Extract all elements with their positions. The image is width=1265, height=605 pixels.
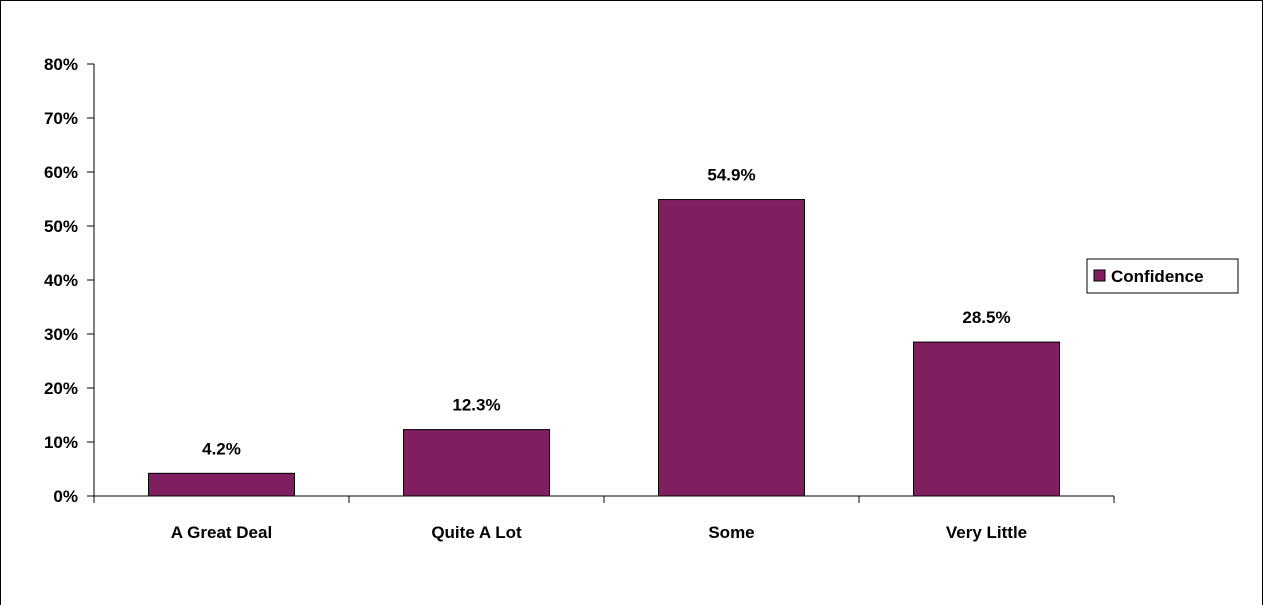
y-tick-label: 70% <box>44 109 78 128</box>
bar <box>658 199 805 497</box>
x-tick-label: Very Little <box>946 523 1027 542</box>
x-tick-label: Quite A Lot <box>431 523 522 542</box>
y-tick-label: 10% <box>44 433 78 452</box>
y-tick-label: 0% <box>53 487 78 506</box>
legend: Confidence <box>1086 258 1239 294</box>
bar <box>913 341 1060 497</box>
data-label: 54.9% <box>707 166 755 185</box>
y-tick-label: 50% <box>44 217 78 236</box>
data-label: 28.5% <box>962 308 1010 327</box>
legend-label: Confidence <box>1111 267 1204 286</box>
legend-box <box>1086 258 1239 294</box>
bar <box>148 472 295 497</box>
legend-swatch <box>1093 269 1106 282</box>
y-tick-label: 80% <box>44 55 78 74</box>
data-label: 12.3% <box>452 396 500 415</box>
bars <box>148 199 1060 497</box>
data-label: 4.2% <box>202 439 241 458</box>
y-tick-label: 60% <box>44 163 78 182</box>
x-tick-label: A Great Deal <box>171 523 272 542</box>
y-tick-label: 30% <box>44 325 78 344</box>
y-tick-label: 20% <box>44 379 78 398</box>
y-tick-label: 40% <box>44 271 78 290</box>
x-tick-label: Some <box>708 523 754 542</box>
labels: 0% 10% 20% 30% 40% 50% 60% 70% 80% 4.2% A Great De… <box>44 55 1027 542</box>
bar <box>403 429 550 497</box>
